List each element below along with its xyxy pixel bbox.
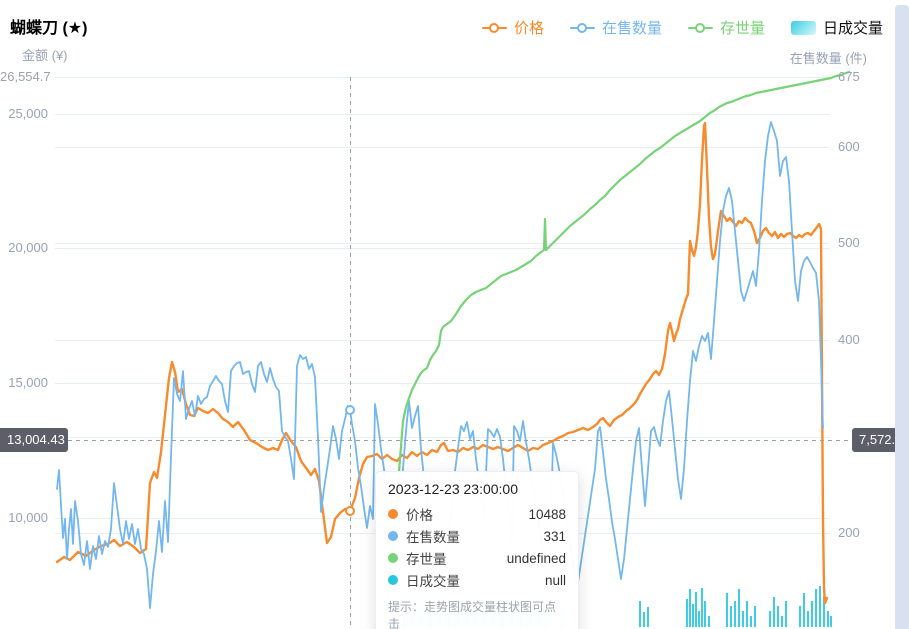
- tooltip-series-label: 存世量: [406, 552, 447, 567]
- series-supply-line: [383, 70, 851, 628]
- legend-label: 价格: [514, 20, 545, 37]
- axis-pointer-label-left: 13,004.43: [0, 428, 68, 452]
- y-axis-tick-left: 15,000: [8, 375, 48, 390]
- y-axis-tick-left: 10,000: [8, 510, 48, 525]
- volume-bar: [803, 593, 805, 627]
- gradient-bar-legend-icon: [791, 20, 817, 35]
- tooltip-series-label: 日成交量: [406, 574, 460, 589]
- volume-bar: [643, 612, 645, 627]
- legend-item-listings[interactable]: 在售数量: [570, 17, 662, 38]
- volume-bar: [695, 592, 697, 627]
- tooltip-row: 在售数量 331: [388, 525, 566, 547]
- legend: 价格 在售数量 存世量 日成交量: [482, 17, 883, 38]
- volume-bar: [815, 589, 817, 627]
- line-legend-icon: [688, 22, 714, 34]
- tooltip-series-dot: [388, 509, 398, 519]
- tooltip-series-value: undefined: [506, 550, 566, 566]
- y-axis-tick-right: 600: [838, 139, 860, 154]
- tooltip-series-value: 331: [543, 528, 566, 544]
- scrollbar-track[interactable]: [895, 5, 909, 629]
- y-axis-tick-right: 400: [838, 332, 860, 347]
- volume-bar: [698, 611, 700, 627]
- legend-item-supply[interactable]: 存世量: [688, 17, 765, 38]
- y-axis-tick-right: 500: [838, 235, 860, 250]
- volume-bar: [781, 616, 783, 627]
- tooltip-row: 日成交量 null: [388, 569, 566, 591]
- tooltip-series-label: 在售数量: [406, 530, 460, 545]
- volume-bar: [823, 596, 825, 627]
- tooltip-hint: 提示：走势图成交量柱状图可点击: [388, 600, 557, 629]
- volume-bar: [730, 606, 732, 627]
- volume-bar: [639, 601, 641, 627]
- volume-bar: [819, 586, 821, 627]
- tooltip-row: 价格 10488: [388, 503, 566, 525]
- legend-item-volume[interactable]: 日成交量: [791, 17, 883, 38]
- volume-bar: [686, 599, 688, 627]
- y-axis-tick-left: 26,554.7: [0, 69, 51, 84]
- volume-bar: [746, 601, 748, 627]
- y-axis-tick-left: 25,000: [8, 106, 48, 121]
- tooltip-series-label: 价格: [406, 508, 433, 523]
- volume-bar: [773, 597, 775, 627]
- volume-bar: [827, 611, 829, 627]
- line-legend-icon: [482, 22, 507, 34]
- left-axis-name: 金额 (¥): [22, 48, 68, 63]
- volume-bar: [704, 601, 706, 627]
- y-axis-tick-right: 675: [838, 69, 860, 84]
- tooltip: 2023-12-23 23:00:00 价格 10488 在售数量 331 存世量 und…: [375, 471, 579, 629]
- volume-bar: [701, 588, 703, 627]
- volume-bar: [742, 611, 744, 627]
- volume-bar: [807, 611, 809, 627]
- line-legend-icon: [570, 22, 596, 34]
- tooltip-series-value: null: [544, 572, 566, 588]
- tooltip-series-dot: [388, 531, 398, 541]
- legend-label: 存世量: [720, 20, 766, 37]
- tooltip-series-dot: [388, 553, 398, 563]
- hover-marker: [345, 405, 355, 415]
- right-axis-name: 在售数量 (件): [789, 51, 867, 66]
- volume-bar: [734, 601, 736, 627]
- tooltip-title: 2023-12-23 23:00:00: [388, 481, 518, 497]
- volume-bar: [785, 601, 787, 627]
- volume-bar: [799, 606, 801, 627]
- y-axis-tick-left: 20,000: [8, 240, 48, 255]
- y-axis-tick-right: 200: [838, 525, 860, 540]
- volume-bar: [692, 604, 694, 627]
- legend-item-price[interactable]: 价格: [482, 17, 544, 38]
- tooltip-rows: 价格 10488 在售数量 331 存世量 undefined 日成交量 null: [388, 503, 566, 591]
- tooltip-series-value: 10488: [528, 506, 566, 522]
- page-title: 蝴蝶刀 (★): [10, 20, 88, 37]
- hover-marker: [345, 506, 355, 516]
- tooltip-series-dot: [388, 575, 398, 585]
- volume-bar: [689, 589, 691, 627]
- volume-bar: [708, 616, 710, 627]
- volume-bar: [777, 606, 779, 627]
- volume-bar: [647, 607, 649, 627]
- legend-label: 日成交量: [823, 20, 884, 37]
- volume-bar: [769, 611, 771, 627]
- legend-label: 在售数量: [602, 20, 663, 37]
- series-price-line: [55, 121, 829, 605]
- volume-bar: [754, 606, 756, 627]
- volume-bar: [811, 601, 813, 627]
- volume-bar: [750, 616, 752, 627]
- volume-bar: [738, 589, 740, 627]
- tooltip-row: 存世量 undefined: [388, 547, 566, 569]
- volume-bar: [830, 616, 832, 627]
- volume-bar: [726, 593, 728, 627]
